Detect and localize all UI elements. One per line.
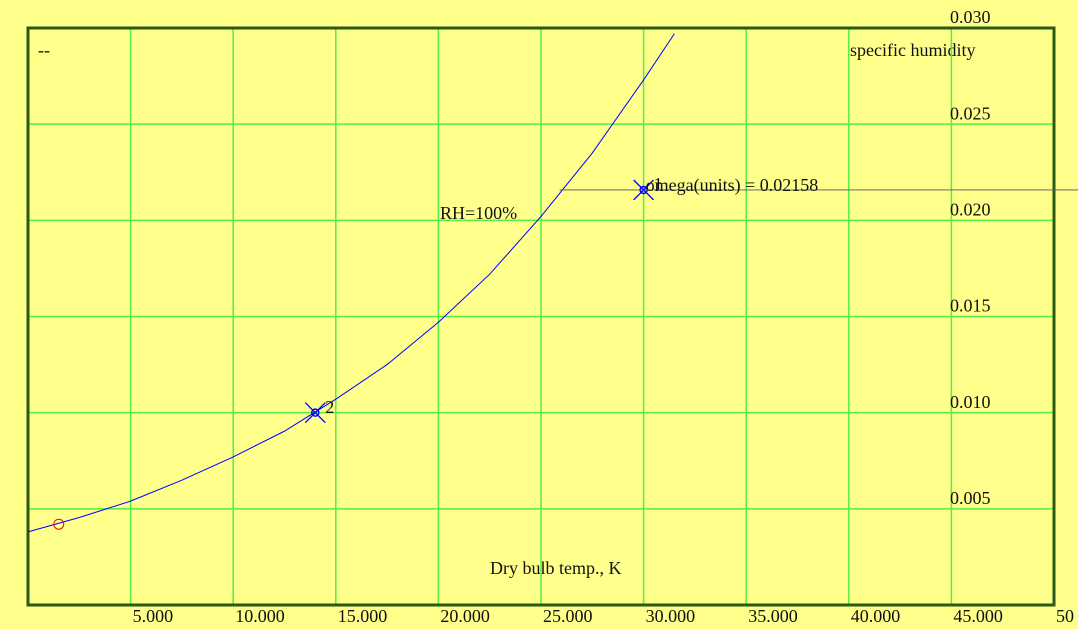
x-tick-label: 25.000: [543, 606, 593, 626]
x-tick-label: 20.000: [440, 606, 490, 626]
x-axis-label: Dry bulb temp., K: [490, 558, 621, 578]
saturation-curve: [27, 33, 675, 533]
y-tick-label: 0.005: [950, 488, 991, 508]
x-tick-label: 50: [1056, 606, 1074, 626]
x-tick-label: 35.000: [748, 606, 798, 626]
point-label: 2: [325, 397, 334, 417]
y-tick-label: 0.010: [950, 392, 991, 412]
y-tick-label: 0.015: [950, 296, 991, 316]
x-tick-label: 5.000: [133, 606, 174, 626]
omega-annotation: omega(units) = 0.02158: [646, 175, 819, 196]
point-label: 1: [654, 174, 663, 194]
y-tick-label: 0.030: [950, 7, 991, 27]
x-tick-label: 10.000: [235, 606, 285, 626]
corner-text: --: [38, 40, 50, 60]
y-axis-label: specific humidity: [850, 40, 975, 60]
state-point: [304, 402, 326, 424]
x-tick-label: 45.000: [953, 606, 1003, 626]
x-tick-label: 30.000: [646, 606, 696, 626]
plot-border: [26, 26, 1056, 607]
curve-label: RH=100%: [440, 203, 517, 223]
x-tick-label: 15.000: [338, 606, 388, 626]
x-tick-label: 40.000: [851, 606, 901, 626]
y-tick-label: 0.020: [950, 199, 991, 219]
y-tick-label: 0.025: [950, 103, 991, 123]
marker: [53, 518, 65, 530]
